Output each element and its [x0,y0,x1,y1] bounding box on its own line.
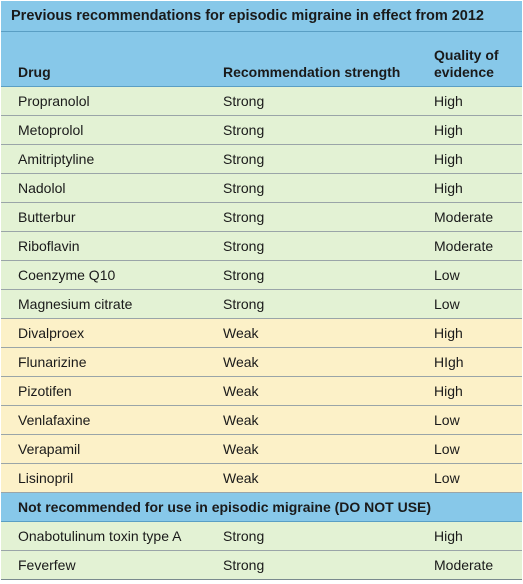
table-row: Divalproex Weak High [1,318,522,348]
cell-quality: Low [417,405,522,435]
cell-quality: High [417,173,522,203]
cell-quality: HIgh [417,347,522,377]
table-row: Nadolol Strong High [1,173,522,203]
cell-strength: Strong [206,115,417,145]
cell-strength: Weak [206,347,417,377]
cell-strength: Strong [206,260,417,290]
header-drug: Drug [1,31,206,87]
table-row: Amitriptyline Strong High [1,144,522,174]
cell-strength: Strong [206,202,417,232]
table-row: Verapamil Weak Low [1,434,522,464]
table-row: Venlafaxine Weak Low [1,405,522,435]
table-row: Flunarizine Weak HIgh [1,347,522,377]
header-strength: Recommendation strength [206,31,417,87]
cell-strength: Strong [206,86,417,116]
cell-quality: High [417,521,522,551]
table-row: Lisinopril Weak Low [1,463,522,493]
cell-strength: Weak [206,376,417,406]
cell-quality: Low [417,260,522,290]
table-title: Previous recommendations for episodic mi… [1,1,522,32]
cell-drug: Magnesium citrate [1,289,206,319]
cell-drug: Metoprolol [1,115,206,145]
cell-strength: Weak [206,463,417,493]
cell-drug: Riboflavin [1,231,206,261]
cell-quality: Low [417,463,522,493]
cell-drug: Divalproex [1,318,206,348]
cell-drug: Nadolol [1,173,206,203]
table-row: Metoprolol Strong High [1,115,522,145]
header-quality: Quality of evidence [417,31,522,87]
cell-strength: Weak [206,434,417,464]
cell-strength: Weak [206,405,417,435]
cell-quality: Low [417,434,522,464]
table-row: Propranolol Strong High [1,86,522,116]
cell-drug: Propranolol [1,86,206,116]
cell-strength: Strong [206,144,417,174]
cell-quality: Moderate [417,202,522,232]
cell-quality: Moderate [417,550,522,580]
cell-drug: Feverfew [1,550,206,580]
cell-drug: Amitriptyline [1,144,206,174]
table-row: Pizotifen Weak High [1,376,522,406]
cell-drug: Lisinopril [1,463,206,493]
section-header-row: Not recommended for use in episodic migr… [1,492,522,522]
table-row: Riboflavin Strong Moderate [1,231,522,261]
cell-drug: Coenzyme Q10 [1,260,206,290]
cell-quality: High [417,115,522,145]
cell-quality: Low [417,289,522,319]
cell-drug: Verapamil [1,434,206,464]
cell-strength: Strong [206,173,417,203]
cell-quality: High [417,376,522,406]
table-row: Butterbur Strong Moderate [1,202,522,232]
cell-strength: Strong [206,289,417,319]
cell-strength: Weak [206,318,417,348]
cell-drug: Flunarizine [1,347,206,377]
cell-drug: Butterbur [1,202,206,232]
table-row: Feverfew Strong Moderate [1,550,522,580]
section-header: Not recommended for use in episodic migr… [1,492,522,522]
table-row: Onabotulinum toxin type A Strong High [1,521,522,551]
cell-quality: High [417,86,522,116]
cell-strength: Strong [206,521,417,551]
table-title-row: Previous recommendations for episodic mi… [1,1,522,32]
cell-drug: Onabotulinum toxin type A [1,521,206,551]
table-row: Coenzyme Q10 Strong Low [1,260,522,290]
cell-quality: High [417,144,522,174]
table-row: Magnesium citrate Strong Low [1,289,522,319]
cell-strength: Strong [206,231,417,261]
cell-strength: Strong [206,550,417,580]
cell-quality: High [417,318,522,348]
cell-drug: Pizotifen [1,376,206,406]
column-header-row: Drug Recommendation strength Quality of … [1,31,522,87]
cell-quality: Moderate [417,231,522,261]
cell-drug: Venlafaxine [1,405,206,435]
